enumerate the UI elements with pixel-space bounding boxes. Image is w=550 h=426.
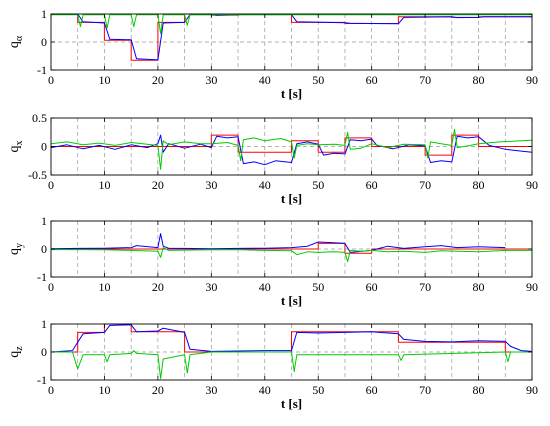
x-tick-label: 90 [526, 178, 538, 192]
x-tick-label: 40 [259, 280, 271, 294]
x-tick-label: 20 [152, 178, 164, 192]
y-tick-label: 0 [41, 35, 47, 49]
x-axis-label: t [s] [281, 86, 302, 101]
x-tick-label: 40 [259, 73, 271, 87]
estimate-series [50, 324, 533, 353]
x-tick-label: 40 [259, 383, 271, 397]
y-tick-label: 1 [41, 7, 47, 21]
x-tick-label: 70 [419, 280, 431, 294]
x-tick-label: 80 [473, 73, 485, 87]
x-tick-label: 10 [98, 178, 110, 192]
x-tick-label: 60 [366, 383, 378, 397]
x-tick-label: 80 [473, 178, 485, 192]
x-tick-label: 30 [205, 178, 217, 192]
x-tick-label: 0 [48, 178, 54, 192]
x-tick-label: 10 [98, 280, 110, 294]
error-series [50, 128, 533, 170]
x-tick-label: 10 [98, 73, 110, 87]
x-tick-label: 80 [473, 383, 485, 397]
x-tick-label: 70 [419, 73, 431, 87]
x-tick-label: 60 [366, 178, 378, 192]
x-tick-label: 50 [312, 383, 324, 397]
x-axis-label: t [s] [281, 191, 302, 206]
x-tick-label: 60 [366, 73, 378, 87]
x-tick-label: 90 [526, 383, 538, 397]
y-tick-label: 1 [41, 317, 47, 331]
x-tick-label: 30 [205, 383, 217, 397]
x-tick-label: 0 [48, 280, 54, 294]
x-tick-label: 60 [366, 280, 378, 294]
y-tick-label: 0.5 [32, 111, 47, 125]
y-axis-label: qx [7, 141, 25, 153]
x-tick-label: 0 [48, 383, 54, 397]
y-tick-label: -1 [37, 270, 47, 284]
x-tick-label: 90 [526, 280, 538, 294]
x-tick-label: 70 [419, 383, 431, 397]
y-tick-label: 0 [41, 140, 47, 154]
y-axis-label: qα [7, 35, 25, 48]
y-tick-label: -1 [37, 373, 47, 387]
x-tick-label: 50 [312, 280, 324, 294]
x-tick-label: 30 [205, 280, 217, 294]
x-tick-label: 50 [312, 178, 324, 192]
x-tick-label: 10 [98, 383, 110, 397]
error-series [51, 14, 532, 35]
estimate-series [50, 134, 533, 166]
x-tick-label: 30 [205, 73, 217, 87]
y-axis-label: qy [7, 243, 25, 255]
error-series [51, 247, 532, 263]
y-tick-label: -1 [37, 63, 47, 77]
x-tick-label: 90 [526, 73, 538, 87]
x-tick-label: 70 [419, 178, 431, 192]
y-axis-label: qz [7, 346, 25, 358]
y-tick-label: 0 [41, 345, 47, 359]
y-tick-label: 0 [41, 242, 47, 256]
x-tick-label: 20 [152, 73, 164, 87]
x-axis-label: t [s] [281, 396, 302, 411]
x-tick-label: 20 [152, 383, 164, 397]
error-series [51, 350, 532, 380]
x-tick-label: 80 [473, 280, 485, 294]
x-tick-label: 40 [259, 178, 271, 192]
estimate-series [50, 233, 506, 253]
x-axis-label: t [s] [281, 293, 302, 308]
x-tick-label: 20 [152, 280, 164, 294]
y-tick-label: 1 [41, 214, 47, 228]
subplot-2: 0 10 20 30 40 50 60 70 80 90-0.500.5t [s]qx [7, 111, 538, 206]
y-tick-label: -0.5 [28, 168, 47, 182]
x-tick-label: 50 [312, 73, 324, 87]
x-tick-label: 0 [48, 73, 54, 87]
